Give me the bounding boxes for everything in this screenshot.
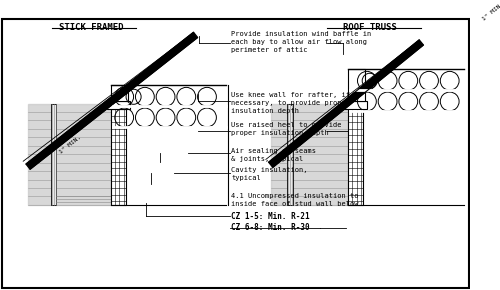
Text: Use knee wall for rafter, if
necessary, to provide proper
insulation depth: Use knee wall for rafter, if necessary, … xyxy=(232,92,350,114)
Text: Use raised heel to provide
proper insulation depth: Use raised heel to provide proper insula… xyxy=(232,122,342,136)
Text: 1" MIN.: 1" MIN. xyxy=(482,1,500,22)
Bar xyxy=(348,68,365,102)
Bar xyxy=(107,102,130,109)
Text: ROOF TRUSS: ROOF TRUSS xyxy=(343,23,396,32)
Bar xyxy=(51,104,57,205)
Text: STICK FRAMED: STICK FRAMED xyxy=(59,23,124,32)
Text: Provide insulation wind baffle in
each bay to allow air flow along
perimeter of : Provide insulation wind baffle in each b… xyxy=(232,31,372,53)
Text: Air sealing at seams
& joints, typical: Air sealing at seams & joints, typical xyxy=(232,148,316,162)
Polygon shape xyxy=(268,40,424,167)
Bar xyxy=(344,102,367,109)
Polygon shape xyxy=(28,104,111,205)
Bar xyxy=(348,109,363,205)
Text: CZ 6-8: Min. R-30: CZ 6-8: Min. R-30 xyxy=(232,223,310,232)
Polygon shape xyxy=(271,104,348,205)
Bar xyxy=(287,104,292,205)
Text: Cavity insulation,
typical: Cavity insulation, typical xyxy=(232,167,308,181)
Polygon shape xyxy=(26,32,198,169)
Text: 4.1 Uncompressed insulation to
inside face of stud wall below.: 4.1 Uncompressed insulation to inside fa… xyxy=(232,193,363,207)
Bar xyxy=(111,109,126,205)
Bar xyxy=(111,85,128,102)
Text: CZ 1-5: Min. R-21: CZ 1-5: Min. R-21 xyxy=(232,211,310,220)
Text: 1" MIN.: 1" MIN. xyxy=(58,134,82,155)
